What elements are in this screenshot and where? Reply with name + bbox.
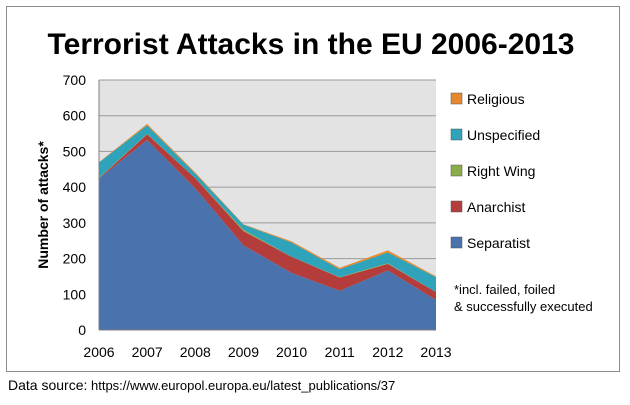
- legend-label: Separatist: [467, 235, 530, 251]
- y-tick-label: 100: [63, 286, 87, 302]
- legend-swatch: [450, 236, 463, 249]
- x-tick-label: 2011: [325, 344, 355, 360]
- legend-swatch: [450, 128, 463, 141]
- x-tick-label: 2012: [372, 344, 403, 360]
- y-tick-label: 600: [63, 108, 87, 124]
- legend-label: Unspecified: [467, 127, 540, 143]
- legend-label: Right Wing: [467, 163, 535, 179]
- data-source: Data source: https://www.europol.europa.…: [8, 377, 395, 393]
- legend-swatch: [450, 200, 463, 213]
- y-axis-label: Number of attacks*: [35, 141, 51, 269]
- y-tick-label: 500: [63, 143, 87, 159]
- annotation-line-2: & successfully executed: [454, 299, 593, 314]
- tick-labels: 0 100 200 300 400 500 600 700 2006 2007 2008 2009 20…: [63, 72, 452, 360]
- area-series: [99, 123, 436, 330]
- data-source-url: https://www.europol.europa.eu/latest_pub…: [91, 378, 396, 393]
- area-separatist: [99, 140, 436, 330]
- y-tick-label: 300: [63, 215, 87, 231]
- y-tick-label: 700: [63, 72, 87, 88]
- x-tick-label: 2006: [83, 344, 114, 360]
- x-tick-label: 2010: [276, 344, 307, 360]
- legend-label: Anarchist: [467, 199, 525, 215]
- axes: [98, 80, 436, 331]
- legend-swatch: [450, 92, 463, 105]
- x-tick-label: 2008: [180, 344, 211, 360]
- legend: Religious Unspecified Right Wing Anarchist S…: [450, 91, 540, 251]
- y-tick-label: 0: [78, 322, 86, 338]
- x-tick-label: 2009: [228, 344, 259, 360]
- y-tick-label: 400: [63, 179, 87, 195]
- area-anarchist: [99, 134, 436, 300]
- x-tick-label: 2013: [420, 344, 451, 360]
- data-source-label: Data source:: [8, 377, 88, 393]
- y-tick-label: 200: [63, 251, 87, 267]
- legend-label: Religious: [467, 91, 525, 107]
- annotation-line-1: *incl. failed, foiled: [454, 282, 555, 297]
- area-unspecified: [99, 125, 436, 293]
- x-tick-label: 2007: [132, 344, 163, 360]
- chart-title: Terrorist Attacks in the EU 2006-2013: [48, 28, 575, 61]
- legend-swatch: [450, 164, 463, 177]
